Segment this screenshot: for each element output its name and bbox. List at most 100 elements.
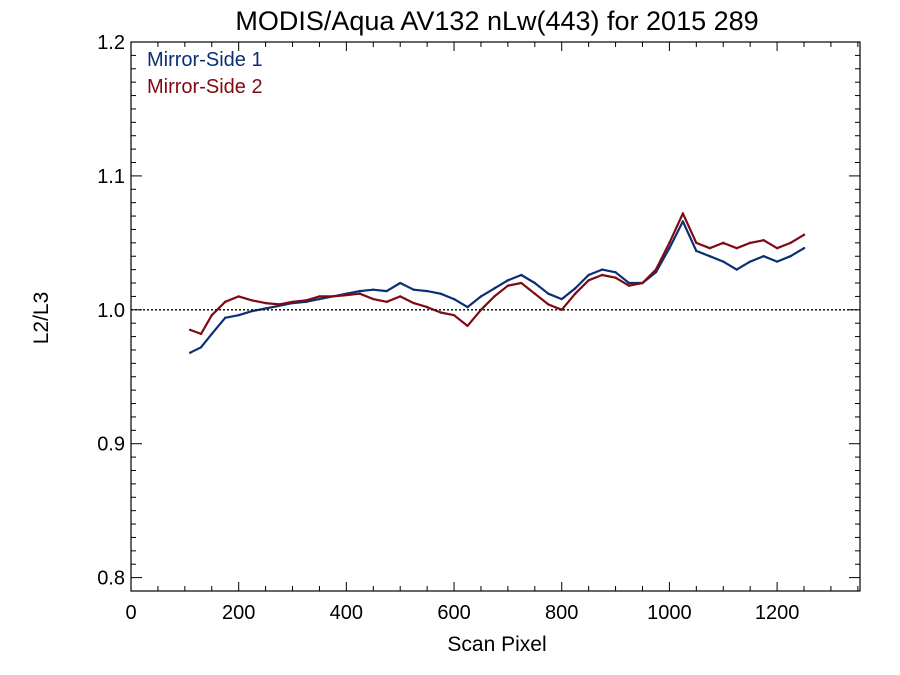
x-tick-label: 400	[330, 602, 363, 624]
series-1-point	[399, 281, 402, 285]
series-2-point	[547, 303, 550, 306]
series-2-point	[735, 247, 738, 250]
series-2-point	[695, 241, 698, 245]
series-2-point	[452, 313, 456, 317]
series-2-point	[654, 268, 658, 271]
legend-entry-1: Mirror-Side 1	[147, 49, 263, 71]
series-1-point	[587, 273, 590, 277]
series-2-point	[708, 247, 711, 250]
series-1-point	[520, 273, 523, 277]
series-2-point	[614, 276, 617, 279]
series-2-point	[399, 295, 402, 298]
series-2-point	[560, 308, 563, 312]
series-1-point	[189, 351, 192, 354]
series-1-point	[224, 316, 227, 320]
x-axis-title: Scan Pixel	[447, 633, 546, 656]
series-1-point	[722, 260, 725, 263]
series-2-point	[189, 328, 192, 332]
series-2-point	[668, 241, 671, 245]
series-2-point	[224, 300, 227, 303]
series-1-point	[762, 255, 765, 258]
legend-entry-2: Mirror-Side 2	[147, 76, 263, 98]
series-1-point	[654, 271, 658, 274]
series-2-point	[533, 292, 537, 295]
series-2-point	[573, 292, 577, 295]
series-1-point	[425, 289, 429, 293]
series-1-point	[439, 292, 442, 295]
series-2-point	[412, 301, 415, 305]
plot-frame	[130, 41, 861, 592]
series-2-point	[425, 305, 429, 309]
series-2-point	[802, 233, 806, 237]
series-2-point	[466, 324, 469, 328]
series-2-point	[250, 299, 254, 302]
series-2-point	[385, 300, 388, 303]
series-1-point	[668, 247, 671, 250]
series-2-point	[722, 241, 725, 245]
series-2-point	[237, 295, 240, 298]
series-1-point	[627, 281, 631, 285]
series-1-point	[466, 305, 469, 309]
series-1-point	[695, 249, 698, 253]
x-tick-label: 0	[125, 602, 136, 624]
series-2-point	[358, 292, 362, 295]
series-2-point	[493, 295, 496, 298]
x-tick-label: 800	[545, 602, 578, 624]
series-1-point	[199, 346, 203, 349]
series-2-point	[789, 241, 792, 245]
x-tick-label: 600	[437, 602, 470, 624]
series-2-point	[372, 297, 375, 301]
series-1-point	[210, 332, 213, 336]
y-axis-title: L2/L3	[30, 292, 53, 345]
series-1-point	[479, 295, 483, 298]
series-1-point	[452, 297, 456, 301]
y-tick-label: 0.8	[97, 568, 125, 590]
series-1-point	[264, 307, 267, 310]
series-1-point	[318, 297, 321, 301]
series-2-point	[210, 313, 213, 317]
series-2-point	[277, 303, 281, 306]
y-tick-label: 0.9	[97, 434, 125, 456]
series-2-point	[304, 299, 308, 302]
series-1-point	[789, 255, 792, 258]
series-1-point	[748, 260, 752, 263]
series-1-point	[358, 289, 362, 293]
series-2-point	[587, 279, 590, 282]
series-2-point	[199, 332, 203, 336]
series-2-point	[748, 241, 752, 245]
series-1-point	[560, 297, 563, 301]
series-1-point	[708, 255, 711, 258]
series-2-point	[762, 238, 765, 242]
x-tick-label: 200	[222, 602, 255, 624]
series-2-point	[641, 281, 644, 285]
series-line-2	[189, 212, 806, 335]
series-2-point	[627, 284, 631, 287]
series-1-point	[775, 260, 779, 263]
series-1-point	[735, 268, 738, 271]
series-1-point	[250, 309, 254, 313]
y-tick-label: 1.2	[97, 32, 125, 54]
series-2-point	[291, 300, 294, 303]
x-tick-label: 1200	[755, 602, 800, 624]
series-2-point	[600, 273, 604, 277]
series-1-point	[802, 247, 806, 250]
series-2-point	[681, 212, 685, 215]
series-1-point	[372, 288, 375, 291]
series-1-point	[412, 288, 415, 291]
series-2-point	[345, 293, 348, 297]
series-1-point	[385, 289, 388, 293]
series-1-point	[506, 279, 510, 282]
series-1-point	[547, 292, 550, 295]
series-1-point	[614, 271, 617, 274]
series-1-point	[573, 287, 577, 290]
x-tick-label: 1000	[647, 602, 692, 624]
series-1-point	[237, 313, 240, 317]
series-2-point	[439, 311, 442, 314]
y-tick-label: 1.0	[97, 300, 125, 322]
series-1-point	[493, 287, 496, 290]
series-1-point	[533, 281, 537, 285]
series-2-point	[506, 284, 510, 287]
y-tick-label: 1.1	[97, 166, 125, 188]
series-1-point	[600, 268, 604, 271]
